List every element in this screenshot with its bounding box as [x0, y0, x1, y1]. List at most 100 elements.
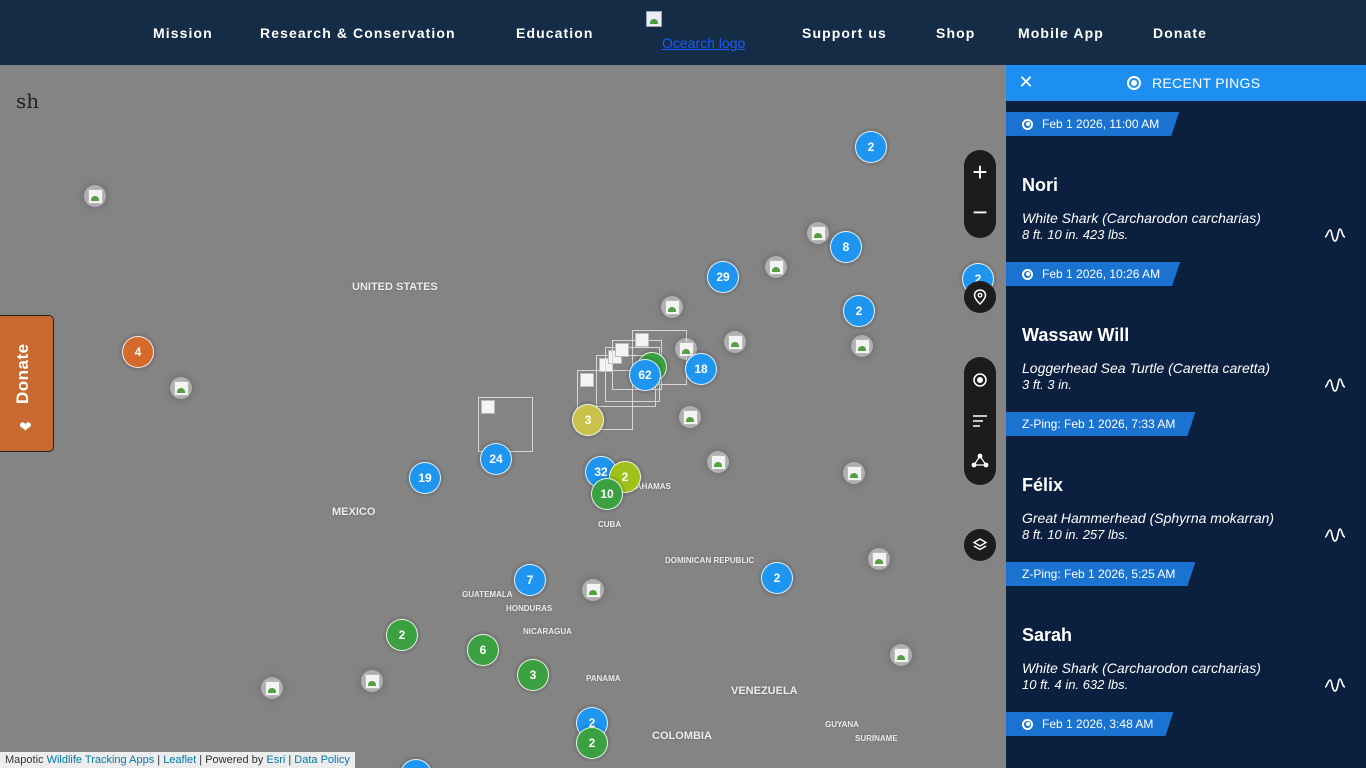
- track-wave-icon[interactable]: [1324, 376, 1346, 394]
- country-label: SURINAME: [855, 734, 898, 743]
- ping-time: Z-Ping: Feb 1 2026, 7:33 AM: [1022, 417, 1176, 431]
- recent-pings-panel: ✕ RECENT PINGS Feb 1 2026, 11:00 AM Nori…: [1006, 65, 1366, 768]
- tracker-map[interactable]: sha UNITED STATES MEXICO CUBA BAHAMAS DO…: [0, 65, 1006, 768]
- animal-marker[interactable]: [765, 256, 787, 278]
- cluster-marker[interactable]: [400, 759, 432, 768]
- locate-button[interactable]: [964, 281, 996, 313]
- radio-target-icon: [1022, 119, 1033, 130]
- animal-marker[interactable]: [807, 222, 829, 244]
- animal-marker[interactable]: [582, 579, 604, 601]
- nav-shop[interactable]: Shop: [936, 25, 976, 41]
- ping-time-tag[interactable]: Feb 1 2026, 10:26 AM: [1006, 262, 1180, 286]
- track-wave-icon[interactable]: [1324, 526, 1346, 544]
- map-image-tile[interactable]: [478, 397, 533, 452]
- animal-marker[interactable]: [361, 670, 383, 692]
- country-label: HONDURAS: [506, 604, 553, 613]
- list-lines-icon: [973, 415, 987, 427]
- zoom-out-button[interactable]: −: [972, 196, 988, 227]
- animal-marker[interactable]: [661, 296, 683, 318]
- country-label: PANAMA: [586, 674, 621, 683]
- animal-marker[interactable]: [84, 185, 106, 207]
- cluster-marker[interactable]: 62: [629, 359, 661, 391]
- track-wave-icon[interactable]: [1324, 226, 1346, 244]
- recent-pings-button[interactable]: [964, 360, 996, 400]
- panel-title: RECENT PINGS: [1152, 75, 1261, 91]
- cluster-marker[interactable]: 4: [122, 336, 154, 368]
- ping-animal-name[interactable]: Nori: [1022, 175, 1058, 195]
- nav-support-us[interactable]: Support us: [802, 25, 887, 41]
- ping-time: Feb 1 2026, 10:26 AM: [1042, 267, 1161, 281]
- ping-animal-name[interactable]: Wassaw Will: [1022, 325, 1130, 345]
- nav-donate[interactable]: Donate: [1153, 25, 1208, 41]
- country-label: COLOMBIA: [652, 730, 712, 742]
- top-navigation: Mission Research & Conservation Educatio…: [0, 0, 1366, 65]
- esri-link[interactable]: Esri: [266, 754, 286, 766]
- cluster-marker[interactable]: 2: [761, 562, 793, 594]
- track-wave-icon[interactable]: [1324, 676, 1346, 694]
- radio-target-icon: [1022, 269, 1033, 280]
- nav-mission[interactable]: Mission: [153, 25, 213, 41]
- close-icon[interactable]: ✕: [1018, 71, 1034, 92]
- ping-animal-name[interactable]: Félix: [1022, 475, 1064, 495]
- cluster-marker[interactable]: 2: [576, 727, 608, 759]
- ping-time-tag[interactable]: Z-Ping: Feb 1 2026, 7:33 AM: [1006, 412, 1195, 436]
- animal-marker[interactable]: [851, 335, 873, 357]
- cluster-marker[interactable]: 18: [685, 353, 717, 385]
- cluster-marker[interactable]: 7: [514, 564, 546, 596]
- map-image-tile[interactable]: [632, 330, 687, 385]
- cluster-marker[interactable]: 24: [480, 443, 512, 475]
- leaflet-link[interactable]: Leaflet: [163, 754, 197, 766]
- animal-marker[interactable]: [843, 462, 865, 484]
- radio-target-icon: [1127, 76, 1141, 90]
- animal-marker[interactable]: [707, 451, 729, 473]
- country-label: MEXICO: [332, 506, 376, 518]
- zoom-in-button[interactable]: +: [972, 156, 988, 187]
- ping-time-tag[interactable]: Feb 1 2026, 3:48 AM: [1006, 712, 1173, 736]
- attribution-separator: |: [288, 754, 292, 766]
- ping-species: Great Hammerhead (Sphyrna mokarran): [1022, 510, 1275, 526]
- cluster-marker[interactable]: 19: [409, 462, 441, 494]
- ocearch-logo[interactable]: Ocearch logo: [646, 11, 766, 55]
- cluster-marker[interactable]: 2: [386, 619, 418, 651]
- country-label: VENEZUELA: [731, 685, 798, 697]
- animal-marker[interactable]: [868, 548, 890, 570]
- wildlife-tracking-apps-link[interactable]: Wildlife Tracking Apps: [46, 754, 155, 766]
- list-button[interactable]: [964, 401, 996, 441]
- cluster-marker[interactable]: 2: [843, 295, 875, 327]
- donate-side-tab[interactable]: Donate ❤: [0, 315, 54, 452]
- attribution-prefix: Mapotic: [5, 754, 44, 766]
- heart-icon: ❤: [19, 419, 32, 436]
- animal-marker[interactable]: [261, 677, 283, 699]
- cluster-marker[interactable]: 8: [830, 231, 862, 263]
- cluster-marker[interactable]: 29: [707, 261, 739, 293]
- map-overlay-text: sha: [16, 89, 40, 113]
- cluster-marker[interactable]: 3: [517, 659, 549, 691]
- ping-size: 8 ft. 10 in. 257 lbs.: [1022, 527, 1129, 542]
- broken-image-icon: [646, 11, 662, 27]
- nav-education[interactable]: Education: [516, 25, 594, 41]
- ping-size: 10 ft. 4 in. 632 lbs.: [1022, 677, 1129, 692]
- animal-marker[interactable]: [170, 377, 192, 399]
- ping-time-tag[interactable]: Z-Ping: Feb 1 2026, 5:25 AM: [1006, 562, 1195, 586]
- ping-time-tag[interactable]: Feb 1 2026, 11:00 AM: [1006, 112, 1179, 136]
- data-policy-link[interactable]: Data Policy: [294, 754, 350, 766]
- attribution-separator: |: [157, 754, 161, 766]
- cluster-marker[interactable]: 3: [572, 404, 604, 436]
- ping-animal-name[interactable]: Sarah: [1022, 625, 1073, 645]
- nav-research-conservation[interactable]: Research & Conservation: [260, 25, 456, 41]
- radio-target-icon: [973, 373, 987, 387]
- animal-marker[interactable]: [679, 406, 701, 428]
- country-label: GUYANA: [825, 720, 859, 729]
- cluster-marker[interactable]: 10: [591, 478, 623, 510]
- nav-mobile-app[interactable]: Mobile App: [1018, 25, 1104, 41]
- logo-alt-text[interactable]: Ocearch logo: [662, 35, 746, 51]
- cluster-marker[interactable]: 2: [855, 131, 887, 163]
- clusters-button[interactable]: [964, 441, 996, 481]
- layers-button[interactable]: [964, 529, 996, 561]
- cluster-marker[interactable]: 6: [467, 634, 499, 666]
- country-label: NICARAGUA: [523, 627, 572, 636]
- map-tools: [964, 357, 996, 485]
- animal-marker[interactable]: [890, 644, 912, 666]
- radio-target-icon: [1022, 719, 1033, 730]
- animal-marker[interactable]: [724, 331, 746, 353]
